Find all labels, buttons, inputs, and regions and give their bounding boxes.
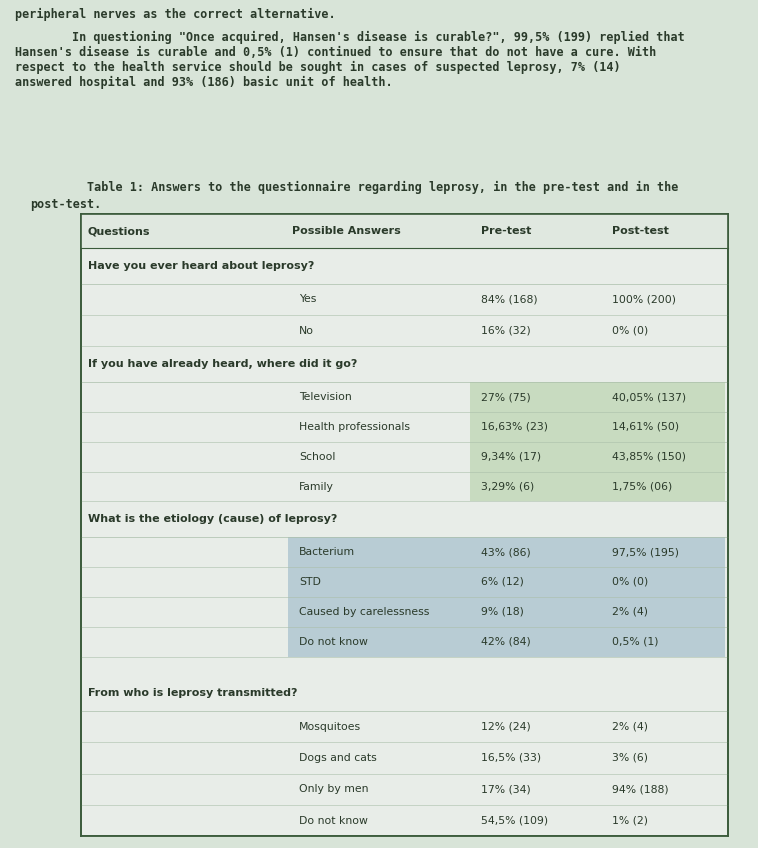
Text: Post-test: Post-test — [612, 226, 669, 237]
Text: Do not know: Do not know — [299, 637, 368, 647]
Text: 6% (12): 6% (12) — [481, 577, 524, 587]
Text: 54,5% (109): 54,5% (109) — [481, 816, 548, 826]
Text: 84% (168): 84% (168) — [481, 294, 537, 304]
Text: 27% (75): 27% (75) — [481, 392, 531, 402]
Text: 16,5% (33): 16,5% (33) — [481, 753, 541, 763]
Text: 2% (4): 2% (4) — [612, 722, 648, 732]
Text: 9% (18): 9% (18) — [481, 607, 524, 616]
Text: If you have already heard, where did it go?: If you have already heard, where did it … — [88, 360, 357, 370]
Text: 43,85% (150): 43,85% (150) — [612, 452, 686, 462]
Text: Dogs and cats: Dogs and cats — [299, 753, 377, 763]
Text: 0% (0): 0% (0) — [612, 326, 648, 336]
Text: 9,34% (17): 9,34% (17) — [481, 452, 541, 462]
FancyBboxPatch shape — [80, 215, 728, 836]
FancyBboxPatch shape — [80, 215, 728, 248]
Text: Caused by carelessness: Caused by carelessness — [299, 607, 429, 616]
Text: What is the etiology (cause) of leprosy?: What is the etiology (cause) of leprosy? — [88, 515, 337, 524]
FancyBboxPatch shape — [470, 412, 725, 442]
FancyBboxPatch shape — [288, 597, 725, 627]
Text: From who is leprosy transmitted?: From who is leprosy transmitted? — [88, 688, 297, 698]
Text: 1,75% (06): 1,75% (06) — [612, 482, 672, 492]
Text: 97,5% (195): 97,5% (195) — [612, 547, 679, 557]
Text: 100% (200): 100% (200) — [612, 294, 676, 304]
Text: post-test.: post-test. — [30, 198, 101, 211]
Text: 3% (6): 3% (6) — [612, 753, 648, 763]
Text: 12% (24): 12% (24) — [481, 722, 531, 732]
Text: School: School — [299, 452, 335, 462]
FancyBboxPatch shape — [470, 382, 725, 412]
Text: 14,61% (50): 14,61% (50) — [612, 422, 679, 432]
Text: Only by men: Only by men — [299, 784, 368, 795]
FancyBboxPatch shape — [288, 567, 725, 597]
Text: In questioning "Once acquired, Hansen's disease is curable?", 99,5% (199) replie: In questioning "Once acquired, Hansen's … — [15, 31, 685, 89]
Text: Bacterium: Bacterium — [299, 547, 355, 557]
Text: 16,63% (23): 16,63% (23) — [481, 422, 548, 432]
Text: 0,5% (1): 0,5% (1) — [612, 637, 659, 647]
FancyBboxPatch shape — [470, 471, 725, 501]
Text: Questions: Questions — [88, 226, 150, 237]
Text: 1% (2): 1% (2) — [612, 816, 648, 826]
Text: 16% (32): 16% (32) — [481, 326, 531, 336]
Text: peripheral nerves as the correct alternative.: peripheral nerves as the correct alterna… — [15, 8, 336, 20]
Text: 43% (86): 43% (86) — [481, 547, 531, 557]
Text: Possible Answers: Possible Answers — [292, 226, 400, 237]
Text: Do not know: Do not know — [299, 816, 368, 826]
Text: 2% (4): 2% (4) — [612, 607, 648, 616]
Text: Pre-test: Pre-test — [481, 226, 531, 237]
Text: 94% (188): 94% (188) — [612, 784, 669, 795]
Text: 3,29% (6): 3,29% (6) — [481, 482, 534, 492]
Text: Have you ever heard about leprosy?: Have you ever heard about leprosy? — [88, 261, 315, 271]
Text: Family: Family — [299, 482, 334, 492]
Text: 0% (0): 0% (0) — [612, 577, 648, 587]
FancyBboxPatch shape — [288, 627, 725, 656]
Text: Mosquitoes: Mosquitoes — [299, 722, 361, 732]
Text: No: No — [299, 326, 314, 336]
Text: Health professionals: Health professionals — [299, 422, 410, 432]
Text: 40,05% (137): 40,05% (137) — [612, 392, 686, 402]
Text: Table 1: Answers to the questionnaire regarding leprosy, in the pre-test and in : Table 1: Answers to the questionnaire re… — [30, 181, 678, 194]
FancyBboxPatch shape — [470, 442, 725, 471]
Text: Yes: Yes — [299, 294, 316, 304]
Text: STD: STD — [299, 577, 321, 587]
Text: 42% (84): 42% (84) — [481, 637, 531, 647]
FancyBboxPatch shape — [288, 538, 725, 567]
Text: 17% (34): 17% (34) — [481, 784, 531, 795]
Text: Television: Television — [299, 392, 352, 402]
